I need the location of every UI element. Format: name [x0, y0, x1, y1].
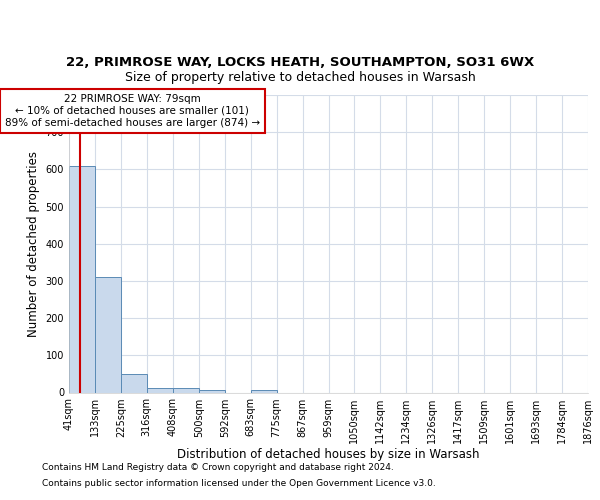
Text: Size of property relative to detached houses in Warsash: Size of property relative to detached ho…: [125, 71, 475, 84]
Text: 22 PRIMROSE WAY: 79sqm
← 10% of detached houses are smaller (101)
89% of semi-de: 22 PRIMROSE WAY: 79sqm ← 10% of detached…: [5, 94, 260, 128]
Bar: [147, 388, 173, 392]
Bar: [199, 390, 225, 392]
Text: Contains HM Land Registry data © Crown copyright and database right 2024.: Contains HM Land Registry data © Crown c…: [42, 464, 394, 472]
X-axis label: Distribution of detached houses by size in Warsash: Distribution of detached houses by size …: [177, 448, 480, 462]
Bar: [69, 166, 95, 392]
Text: Contains public sector information licensed under the Open Government Licence v3: Contains public sector information licen…: [42, 478, 436, 488]
Bar: [121, 374, 147, 392]
Y-axis label: Number of detached properties: Number of detached properties: [27, 151, 40, 337]
Text: 22, PRIMROSE WAY, LOCKS HEATH, SOUTHAMPTON, SO31 6WX: 22, PRIMROSE WAY, LOCKS HEATH, SOUTHAMPT…: [66, 56, 534, 69]
Bar: [251, 390, 277, 392]
Bar: [95, 277, 121, 392]
Bar: [173, 388, 199, 392]
